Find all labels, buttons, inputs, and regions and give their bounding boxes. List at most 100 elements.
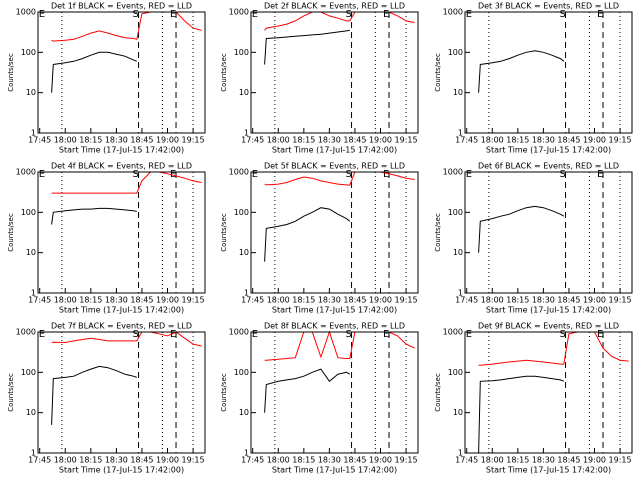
x-tick-label: 19:15 [395, 456, 418, 465]
x-tick-label: 19:15 [182, 456, 205, 465]
y-tick-label: 100 [448, 208, 463, 217]
panel-title: Det 2f BLACK = Events, RED = LLD [264, 2, 405, 11]
event-label: S [133, 329, 139, 340]
y-tick-label: 1 [458, 289, 463, 298]
x-tick-label: 18:15 [292, 296, 315, 305]
event-label: E [252, 169, 258, 180]
panel-title: Det 8f BLACK = Events, RED = LLD [264, 322, 405, 331]
y-axis-label: Counts/sec [220, 373, 228, 412]
y-tick-label: 10 [453, 88, 463, 97]
series-line [51, 331, 202, 347]
y-tick-label: 1000 [229, 168, 249, 177]
x-tick-label: 18:45 [130, 136, 153, 145]
panel: Det 9f BLACK = Events, RED = LLD Start Ti… [434, 322, 633, 475]
panel-title: Det 1f BLACK = Events, RED = LLD [51, 2, 192, 11]
series-line [264, 29, 350, 65]
x-tick-label: 17:45 [241, 136, 264, 145]
y-tick-label: 10 [239, 88, 249, 97]
plot-frame [250, 331, 419, 454]
x-tick-label: 18:45 [557, 136, 580, 145]
event-label: S [346, 169, 352, 180]
x-tick-label: 17:45 [241, 296, 264, 305]
panel: Det 4f BLACK = Events, RED = LLD Start Ti… [7, 162, 206, 315]
event-label: E [466, 329, 472, 340]
x-tick-label: 17:45 [455, 456, 478, 465]
event-label: E [597, 329, 603, 340]
event-label: S [346, 9, 352, 20]
x-tick-label: 18:15 [79, 136, 102, 145]
series-line [264, 368, 351, 413]
y-tick-label: 1 [31, 129, 36, 138]
event-label: E [170, 9, 176, 20]
event-label: S [560, 9, 566, 20]
x-tick-label: 18:30 [532, 136, 555, 145]
x-tick-label: 19:15 [609, 456, 632, 465]
x-axis-label: Start Time (17-Jul-15 17:42:00) [272, 466, 397, 475]
event-label: E [466, 9, 472, 20]
x-tick-label: 18:30 [318, 456, 341, 465]
x-tick-label: 19:00 [583, 296, 606, 305]
panel: Det 3f BLACK = Events, RED = LLD Start Ti… [434, 2, 633, 155]
y-tick-label: 10 [26, 248, 36, 257]
event-label: E [383, 329, 389, 340]
x-axis-label: Start Time (17-Jul-15 17:42:00) [59, 306, 184, 315]
series-line [264, 171, 415, 186]
y-axis-label: Counts/sec [7, 373, 15, 412]
x-tick-label: 18:30 [105, 136, 128, 145]
x-tick-label: 18:15 [79, 456, 102, 465]
x-tick-label: 18:00 [54, 296, 77, 305]
y-tick-label: 1000 [229, 328, 249, 337]
event-label: E [170, 329, 176, 340]
panel-title: Det 3f BLACK = Events, RED = LLD [478, 2, 619, 11]
x-tick-label: 19:00 [156, 296, 179, 305]
y-tick-label: 10 [26, 88, 36, 97]
event-label: E [252, 329, 258, 340]
x-tick-label: 18:30 [318, 296, 341, 305]
x-tick-label: 17:45 [241, 456, 264, 465]
series-line [51, 207, 137, 225]
x-tick-label: 18:30 [532, 456, 555, 465]
y-tick-label: 1 [458, 449, 463, 458]
series-line [51, 171, 202, 194]
series-line [51, 51, 137, 93]
event-label: E [170, 169, 176, 180]
x-tick-label: 19:00 [583, 456, 606, 465]
x-tick-label: 17:45 [28, 136, 51, 145]
y-tick-label: 100 [448, 368, 463, 377]
x-tick-label: 18:00 [54, 136, 77, 145]
y-axis-label: Counts/sec [434, 213, 442, 252]
y-tick-label: 10 [239, 248, 249, 257]
x-axis-label: Start Time (17-Jul-15 17:42:00) [486, 146, 611, 155]
x-tick-label: 18:15 [506, 456, 529, 465]
plot-frame [464, 171, 633, 294]
y-tick-label: 10 [239, 408, 249, 417]
x-tick-label: 18:00 [267, 296, 290, 305]
x-tick-label: 18:30 [318, 136, 341, 145]
event-label: E [597, 169, 603, 180]
y-tick-label: 1000 [443, 328, 463, 337]
event-label: E [39, 9, 45, 20]
y-axis-label: Counts/sec [434, 373, 442, 412]
x-tick-label: 18:45 [343, 296, 366, 305]
y-tick-label: 1000 [443, 168, 463, 177]
x-tick-label: 17:45 [28, 296, 51, 305]
x-tick-label: 18:30 [105, 456, 128, 465]
y-tick-label: 1000 [16, 168, 36, 177]
x-tick-label: 18:00 [481, 296, 504, 305]
event-label: E [383, 9, 389, 20]
y-tick-label: 1 [31, 289, 36, 298]
x-tick-label: 19:15 [609, 136, 632, 145]
event-label: E [383, 169, 389, 180]
event-label: S [133, 169, 139, 180]
x-axis-label: Start Time (17-Jul-15 17:42:00) [486, 306, 611, 315]
y-tick-label: 100 [234, 48, 249, 57]
y-tick-label: 10 [453, 408, 463, 417]
x-axis-label: Start Time (17-Jul-15 17:42:00) [59, 146, 184, 155]
panel-title: Det 4f BLACK = Events, RED = LLD [51, 162, 192, 171]
plot-frame [250, 11, 419, 134]
y-tick-label: 1 [458, 129, 463, 138]
y-tick-label: 100 [21, 368, 36, 377]
panel: Det 2f BLACK = Events, RED = LLD Start Ti… [220, 2, 419, 155]
x-tick-label: 19:00 [369, 456, 392, 465]
